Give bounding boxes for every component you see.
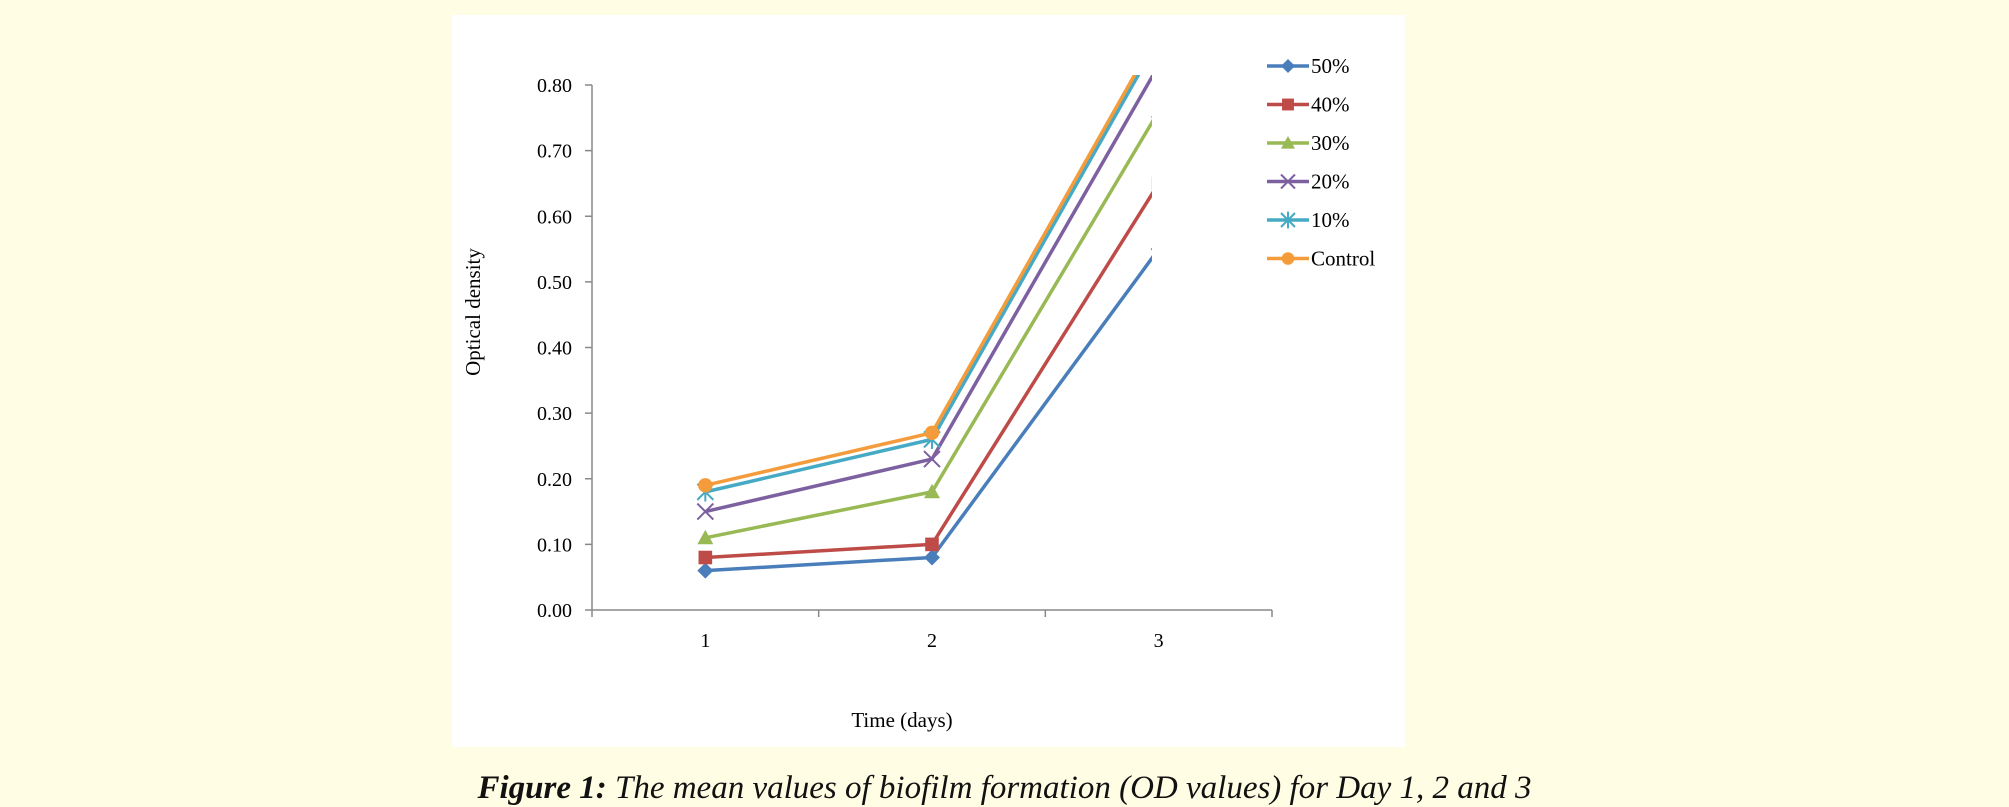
series-layer	[696, 25, 1167, 579]
line-chart: 0.00 0.10 0.20 0.30 0.40 0.50 0.60 0.70 0.80 1 2 3…	[461, 25, 1375, 732]
axes	[591, 85, 1272, 611]
data-point	[924, 549, 940, 566]
x-tick-label: 1	[700, 630, 710, 652]
legend-item: 40%	[1267, 93, 1350, 117]
y-tick-label: 0.40	[537, 338, 572, 360]
legend-marker	[1282, 98, 1294, 111]
y-tick-label: 0.20	[537, 469, 572, 491]
data-point	[698, 550, 713, 565]
y-tick-label: 0.10	[537, 534, 572, 556]
chart-panel: 0.00 0.10 0.20 0.30 0.40 0.50 0.60 0.70 0.80 1 2 3…	[452, 15, 1405, 747]
caption-text: The mean values of biofilm formation (OD…	[614, 770, 1532, 806]
legend-marker	[1281, 136, 1295, 149]
data-point	[698, 478, 713, 493]
legend-item: 50%	[1267, 54, 1350, 78]
legend-label: 10%	[1311, 208, 1350, 232]
y-tick-label: 0.30	[537, 403, 572, 425]
y-tick-label: 0.70	[537, 141, 572, 163]
caption-label: Figure 1:	[477, 770, 607, 806]
y-tick-label: 0.80	[537, 75, 572, 97]
figure-caption: Figure 1: The mean values of biofilm for…	[0, 770, 2009, 807]
legend-marker	[1281, 59, 1295, 73]
series-line	[705, 190, 1152, 560]
series-40-percent	[698, 176, 1152, 565]
series-20-percent	[696, 57, 1167, 521]
y-axis-ticks: 0.00 0.10 0.20 0.30 0.40 0.50 0.60 0.70 0.80	[537, 75, 592, 622]
series-control	[698, 25, 1165, 493]
data-point	[1151, 176, 1152, 191]
data-point	[1151, 25, 1165, 39]
legend-label: Control	[1311, 247, 1375, 271]
data-point	[1151, 29, 1167, 48]
legend-label: 40%	[1311, 93, 1350, 117]
series-line	[704, 119, 1152, 540]
legend-marker	[1280, 211, 1296, 229]
data-point	[923, 450, 941, 468]
y-tick-label: 0.50	[537, 272, 572, 294]
legend-item: Control	[1267, 247, 1375, 271]
x-tick-label: 3	[1154, 630, 1164, 652]
data-point	[697, 529, 714, 545]
x-axis-ticks: 1 2 3	[591, 610, 1273, 652]
legend-label: 20%	[1311, 170, 1350, 194]
legend-item: 20%	[1267, 170, 1350, 194]
x-axis-label: Time (days)	[851, 708, 952, 732]
data-point	[1150, 247, 1152, 251]
x-tick-label: 2	[927, 630, 937, 652]
legend-marker	[1281, 252, 1295, 265]
series-50-percent	[697, 247, 1152, 579]
legend-item: 30%	[1267, 131, 1350, 155]
legend: 50% 40% 30% 20% 10% Control	[1267, 54, 1375, 271]
data-point	[1151, 57, 1167, 73]
y-axis-label: Optical density	[461, 248, 485, 376]
legend-label: 50%	[1311, 54, 1350, 78]
data-point	[924, 425, 940, 441]
data-point	[925, 537, 939, 552]
data-point	[697, 562, 714, 579]
legend-label: 30%	[1311, 131, 1350, 155]
y-tick-label: 0.60	[537, 206, 572, 228]
y-tick-label: 0.00	[537, 600, 572, 622]
legend-marker	[1280, 173, 1296, 190]
legend-item: 10%	[1267, 208, 1350, 232]
series-line	[704, 75, 1137, 488]
series-line	[704, 75, 1141, 494]
series-30-percent	[697, 115, 1152, 545]
data-point	[1150, 115, 1152, 118]
data-point	[924, 483, 940, 499]
data-point	[696, 502, 715, 521]
